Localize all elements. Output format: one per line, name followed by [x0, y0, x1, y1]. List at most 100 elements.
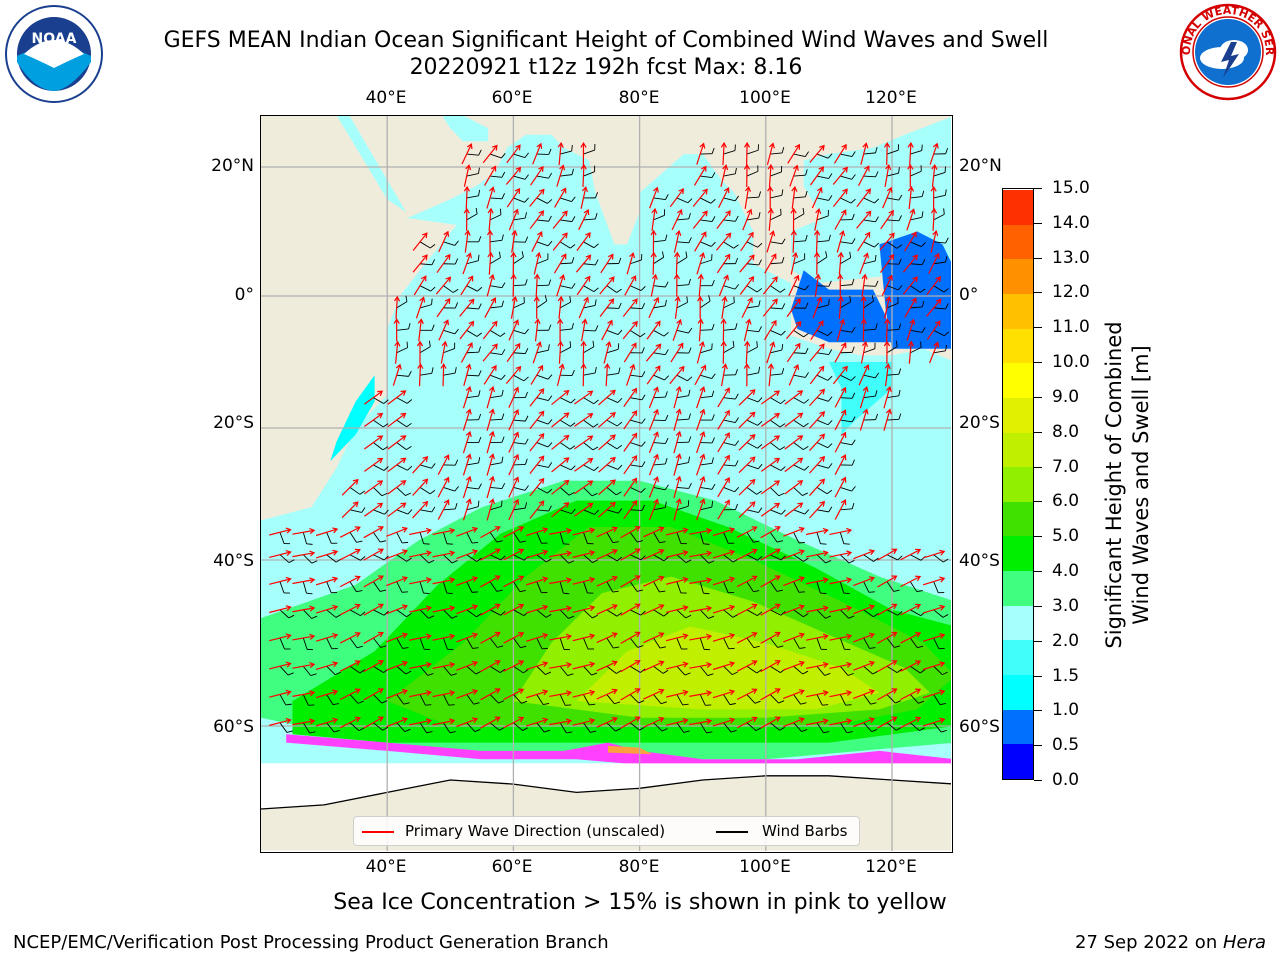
wave-arrow-head — [611, 549, 618, 555]
wind-barb — [583, 304, 596, 309]
wind-barb-flag — [803, 399, 809, 404]
wave-arrow-head — [494, 603, 501, 610]
wave-arrow-head — [401, 576, 408, 582]
wave-direction-arrow — [529, 388, 545, 407]
wind-barb-flag — [664, 349, 669, 355]
wind-barb — [793, 258, 805, 265]
wind-barb-flag — [688, 237, 692, 244]
wave-direction-arrow — [482, 145, 498, 164]
wind-barb — [583, 285, 595, 292]
wave-arrow-head — [653, 186, 659, 193]
wind-barb — [653, 722, 663, 732]
wave-arrow-head — [797, 435, 804, 441]
wind-barb-flag — [734, 284, 740, 290]
wave-direction-arrow — [529, 478, 545, 497]
wind-barb-flag — [895, 700, 902, 704]
wind-barb — [676, 374, 688, 382]
wave-arrow-head — [939, 576, 946, 583]
wind-barb — [559, 609, 569, 619]
wind-barb-flag — [519, 540, 526, 543]
wind-barb-flag — [571, 508, 576, 514]
wind-barb-flag — [454, 459, 459, 466]
wind-barb — [746, 609, 758, 617]
wind-barb-flag — [896, 244, 903, 249]
wave-arrow-head — [771, 253, 777, 260]
wind-barb-flag — [616, 669, 622, 674]
wind-barb-flag — [641, 441, 646, 447]
wave-direction-arrow — [576, 232, 591, 252]
wave-direction-arrow — [462, 409, 471, 431]
wind-barb — [816, 609, 826, 619]
wave-arrow-head — [658, 549, 665, 555]
wind-barb — [676, 418, 689, 421]
wave-direction-arrow — [648, 432, 659, 453]
wave-direction-arrow — [558, 296, 562, 319]
wind-barb-flag — [781, 147, 785, 154]
wave-arrow-head — [421, 232, 428, 239]
wave-direction-arrow — [269, 551, 291, 559]
wind-barb — [910, 285, 921, 293]
wind-barb-flag — [660, 701, 667, 705]
wind-barb — [676, 694, 684, 706]
wave-direction-arrow — [600, 254, 614, 274]
wind-barb-flag — [408, 323, 411, 330]
wave-arrow-head — [839, 230, 846, 237]
wave-arrow-head — [706, 550, 713, 557]
wind-barb — [466, 581, 473, 593]
wave-arrow-head — [702, 188, 708, 195]
wave-arrow-head — [889, 232, 895, 239]
wind-barb-flag — [875, 323, 878, 330]
colorbar-tick-label: 11.0 — [1052, 317, 1090, 338]
wind-barb — [559, 487, 570, 496]
wave-arrow-head — [494, 660, 501, 666]
wind-barb — [513, 554, 525, 561]
lat-tick-left: 20°N — [211, 156, 254, 176]
wind-barb-flag — [711, 172, 716, 178]
lon-tick-top: 40°E — [365, 88, 407, 108]
wave-arrow-head — [797, 480, 804, 486]
wind-barb — [816, 352, 829, 356]
wind-barb-flag — [781, 238, 786, 245]
wind-barb — [769, 442, 781, 451]
wave-arrow-head — [513, 476, 520, 483]
wave-arrow-head — [655, 320, 661, 327]
wave-direction-arrow — [906, 319, 915, 342]
wave-arrow-head — [771, 319, 777, 326]
wind-barb — [536, 397, 549, 401]
wave-arrow-head — [463, 185, 471, 192]
wind-barb-flag — [637, 540, 644, 543]
wave-arrow-head — [930, 185, 937, 192]
wind-barb-flag — [777, 540, 784, 543]
wave-arrow-head — [932, 229, 939, 237]
wave-direction-arrow — [783, 550, 805, 560]
wave-direction-arrow — [760, 413, 780, 427]
wind-barb-flag — [897, 285, 903, 291]
wave-arrow-head — [465, 453, 472, 460]
wave-arrow-head — [605, 340, 612, 348]
wave-direction-arrow — [834, 410, 846, 431]
wind-barb-flag — [939, 703, 947, 706]
red-sea — [337, 116, 407, 213]
wind-barb — [489, 257, 501, 265]
wave-arrow-head — [518, 575, 525, 582]
wind-barb — [442, 637, 448, 650]
wave-direction-arrow — [432, 635, 455, 641]
wave-arrow-head — [653, 408, 659, 415]
wind-barb — [863, 260, 876, 265]
wind-barb — [443, 372, 456, 376]
wave-arrow-head — [729, 527, 736, 534]
wave-arrow-head — [449, 633, 456, 640]
wave-direction-arrow — [462, 253, 471, 275]
wind-barb-flag — [593, 243, 599, 249]
wind-barb — [793, 509, 805, 515]
wave-arrow-head — [751, 575, 758, 582]
wind-barb — [886, 197, 899, 201]
wind-barb — [676, 609, 686, 619]
wind-barb-flag — [711, 373, 716, 379]
wind-barb — [559, 554, 569, 564]
wave-arrow-head — [443, 230, 450, 237]
wind-barb-flag — [757, 463, 763, 470]
wind-barb-flag — [703, 543, 710, 545]
wind-barb-flag — [430, 286, 436, 292]
wind-barb-flag — [684, 672, 691, 676]
